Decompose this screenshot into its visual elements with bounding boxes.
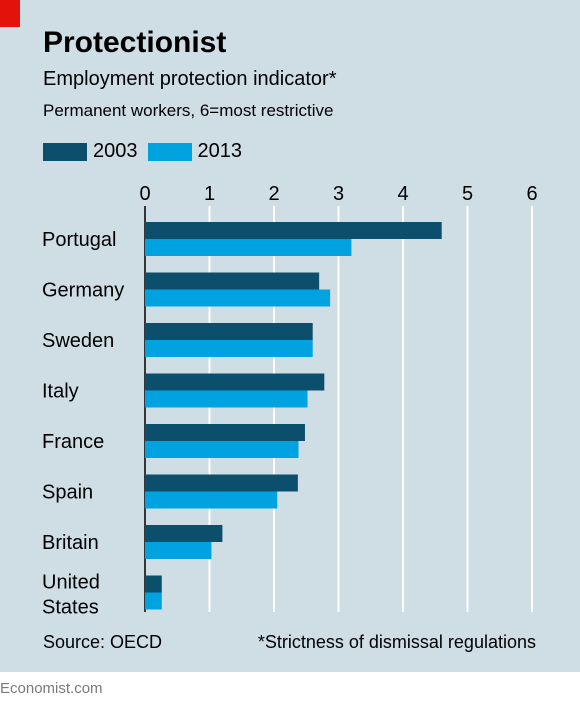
bar-2013-spain: [145, 491, 278, 509]
legend-swatch-2013: [147, 142, 192, 161]
category-label-united-states-line1: United: [42, 572, 100, 594]
bar-2013-germany: [145, 289, 331, 307]
legend-label-2013: 2013: [197, 140, 243, 162]
bar-2003-italy: [145, 373, 325, 391]
x-tick-label-2: 2: [268, 183, 279, 205]
x-tick-label-6: 6: [526, 183, 537, 205]
chart-subtitle: Employment protection indicator*: [43, 68, 337, 90]
chart-title: Protectionist: [43, 26, 227, 59]
bar-chart: 0 1 2 3 4 5 6 Portugal Germany Sweden Italy France S…: [42, 183, 538, 619]
brand-red-tab: [0, 0, 20, 27]
category-label-sweden: Sweden: [42, 330, 114, 352]
footnote-text: *Strictness of dismissal regulations: [257, 632, 536, 652]
bar-2003-germany: [145, 272, 320, 290]
source-text: Source: OECD: [43, 632, 163, 652]
category-label-france: France: [42, 431, 104, 453]
bar-2013-britain: [145, 542, 212, 559]
chart-note: Permanent workers, 6=most restrictive: [43, 101, 334, 120]
bar-2003-portugal: [145, 222, 442, 239]
bar-2013-france: [145, 441, 299, 458]
legend-item-2013: 2013: [147, 140, 243, 163]
legend-label-2003: 2003: [93, 140, 138, 162]
bar-2013-united-states: [145, 592, 162, 610]
bar-2003-sweden: [145, 323, 313, 340]
bar-2003-spain: [145, 474, 298, 492]
bar-2013-portugal: [145, 239, 352, 256]
bar-2003-britain: [145, 525, 223, 542]
bar-2013-sweden: [145, 340, 313, 357]
bar-2013-italy: [145, 390, 308, 408]
brand-text: Economist.com: [0, 680, 103, 697]
bar-2003-united-states: [145, 575, 162, 593]
x-tick-label-1: 1: [204, 183, 215, 205]
category-label-britain: Britain: [42, 532, 99, 554]
category-label-united-states-line2: States: [42, 597, 99, 619]
category-label-germany: Germany: [42, 280, 124, 302]
x-tick-label-3: 3: [333, 183, 344, 205]
legend: 2003 2013: [43, 140, 252, 163]
bar-2003-france: [145, 424, 305, 441]
legend-item-2003: 2003: [43, 140, 138, 163]
x-tick-label-4: 4: [397, 183, 408, 205]
x-tick-label-5: 5: [462, 183, 473, 205]
x-tick-label-0: 0: [139, 183, 150, 205]
legend-swatch-2003: [43, 142, 87, 161]
category-label-spain: Spain: [42, 482, 93, 504]
category-label-italy: Italy: [42, 381, 79, 403]
category-label-portugal: Portugal: [42, 229, 117, 251]
